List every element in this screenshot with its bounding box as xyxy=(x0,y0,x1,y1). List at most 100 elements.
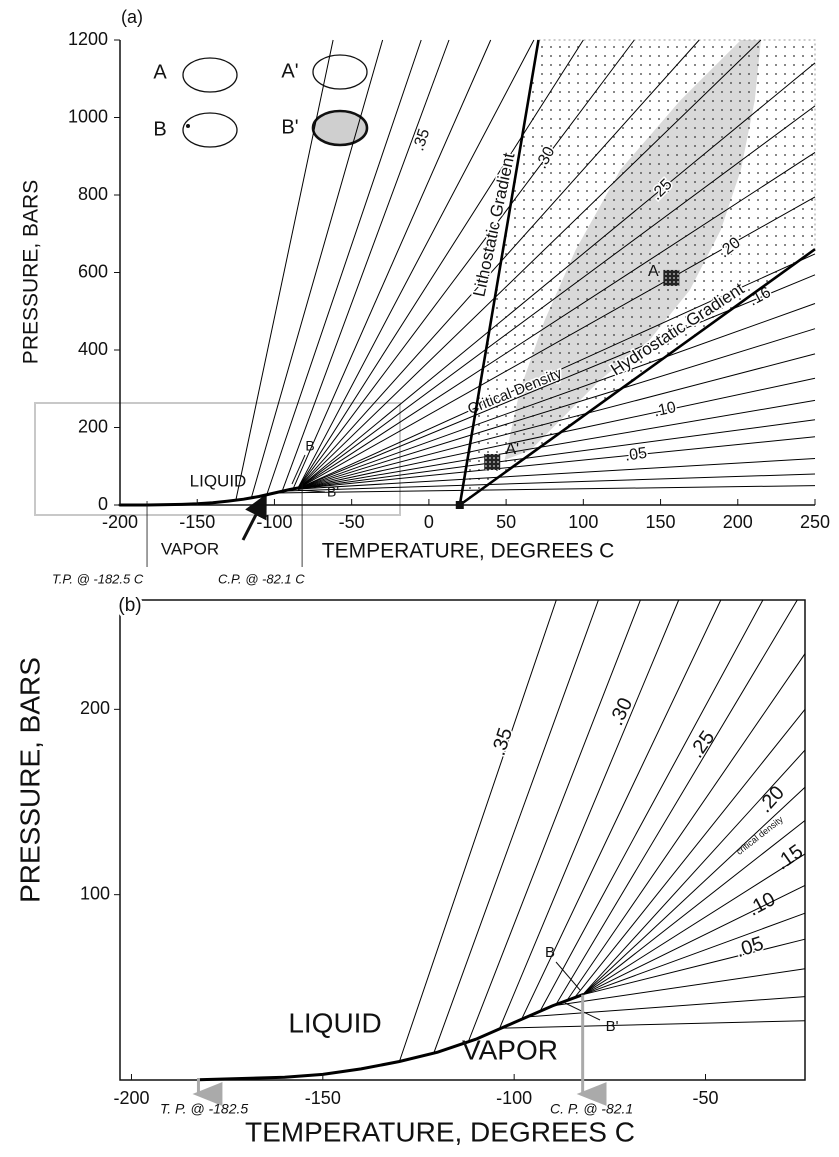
x-tick-label: 200 xyxy=(723,512,753,532)
isochore-label: .05 xyxy=(733,933,766,963)
y-tick-label: 1000 xyxy=(68,106,108,126)
annotation: LIQUID xyxy=(288,1007,381,1038)
phase-boundary xyxy=(196,993,585,1082)
y-tick-label: 0 xyxy=(98,494,108,514)
isochore xyxy=(502,1020,806,1029)
x-tick-label: -100 xyxy=(496,1088,532,1108)
y-tick-label: 400 xyxy=(78,339,108,359)
y-tick-label: 100 xyxy=(80,883,110,903)
isochore xyxy=(292,39,492,490)
isochore xyxy=(552,968,806,1007)
x-tick-label: 100 xyxy=(568,512,598,532)
isochore xyxy=(297,39,700,490)
annotation: C. P. @ -82.1 xyxy=(550,1101,633,1117)
inset-bubble xyxy=(186,124,190,128)
inset-label: A' xyxy=(281,60,298,82)
isochore xyxy=(297,39,584,489)
isochore-label: .05 xyxy=(624,445,648,465)
x-tick-label: -200 xyxy=(113,1088,149,1108)
isochore xyxy=(582,749,806,996)
isochore-label: .10 xyxy=(652,399,677,420)
isochore xyxy=(575,708,806,997)
y-axis-title: PRESSURE, BARS xyxy=(14,657,45,903)
isochore xyxy=(582,884,806,996)
annotation: B xyxy=(305,438,314,454)
x-axis-title: TEMPERATURE, DEGREES C xyxy=(245,1116,635,1147)
vapor-arrow xyxy=(241,493,267,541)
isochore xyxy=(297,196,816,490)
annotation: T.P. @ -182.5 C xyxy=(52,571,144,586)
inset-ellipse xyxy=(182,112,238,148)
isochore xyxy=(297,39,762,490)
pointer xyxy=(291,454,306,485)
x-tick-label: -150 xyxy=(179,512,215,532)
isochore-label: .25 xyxy=(685,727,719,762)
isochore xyxy=(250,39,384,499)
isochore xyxy=(235,39,334,501)
inset-label: B xyxy=(153,118,166,140)
isochore xyxy=(297,39,535,489)
annotation: C.P. @ -82.1 C xyxy=(218,571,305,586)
y-tick-label: 200 xyxy=(78,416,108,436)
inset-label: A xyxy=(153,61,167,83)
isochore xyxy=(297,253,816,490)
point-label: A' xyxy=(505,441,519,458)
inset-ellipse xyxy=(312,54,368,90)
isochore xyxy=(498,599,680,1031)
zoom-box xyxy=(34,402,401,516)
inset-label: B' xyxy=(281,116,298,138)
isochore xyxy=(297,328,816,490)
isochore xyxy=(297,436,816,490)
gradient-line xyxy=(459,248,816,507)
annotation: B' xyxy=(327,484,339,500)
isochore-label: .35 xyxy=(410,127,433,154)
annotation: (b) xyxy=(118,595,141,616)
isochore-label: critical density xyxy=(734,814,785,857)
isochore xyxy=(582,938,806,996)
isochore xyxy=(297,62,816,490)
sample-point xyxy=(484,453,501,470)
isochore xyxy=(297,39,635,490)
y-tick-label: 800 xyxy=(78,184,108,204)
annotation: B xyxy=(545,944,555,961)
isochore xyxy=(555,599,798,1005)
y-tick-label: 1200 xyxy=(68,29,108,49)
isochore xyxy=(297,419,816,490)
isochore xyxy=(582,820,806,996)
x-tick-label: -50 xyxy=(692,1088,718,1108)
y-tick-label: 600 xyxy=(78,261,108,281)
isochore xyxy=(398,599,557,1062)
annotation: LIQUID xyxy=(190,471,247,490)
isochore xyxy=(467,599,641,1043)
y-axis-title: PRESSURE, BARS xyxy=(20,180,43,364)
phase-boundary xyxy=(118,485,304,507)
isochore xyxy=(433,599,599,1054)
x-tick-label: -200 xyxy=(102,512,138,532)
annotation: (a) xyxy=(121,7,143,27)
x-tick-label: -50 xyxy=(339,512,365,532)
isochore xyxy=(266,39,422,496)
gradient-line xyxy=(458,39,540,506)
annotation: VAPOR xyxy=(462,1034,558,1065)
y-tick-label: 200 xyxy=(80,698,110,718)
x-tick-label: 0 xyxy=(424,512,434,532)
x-tick-label: 50 xyxy=(496,512,516,532)
isochore xyxy=(297,151,816,490)
x-tick-label: 150 xyxy=(646,512,676,532)
pointer xyxy=(555,961,581,991)
isochore xyxy=(289,458,816,490)
annotation: B' xyxy=(606,1018,619,1035)
isochore xyxy=(281,39,450,492)
isochore-label: .15 xyxy=(772,840,807,874)
annotation: T. P. @ -182.5 xyxy=(160,1101,248,1117)
isochore xyxy=(567,653,806,1000)
isochore xyxy=(297,353,816,490)
gradient-origin xyxy=(455,501,464,509)
x-tick-label: -150 xyxy=(305,1088,341,1108)
annotation: VAPOR xyxy=(161,539,219,558)
isochore-label: .35 xyxy=(488,725,518,758)
isochore xyxy=(297,105,816,490)
x-tick-label: -100 xyxy=(256,512,292,532)
